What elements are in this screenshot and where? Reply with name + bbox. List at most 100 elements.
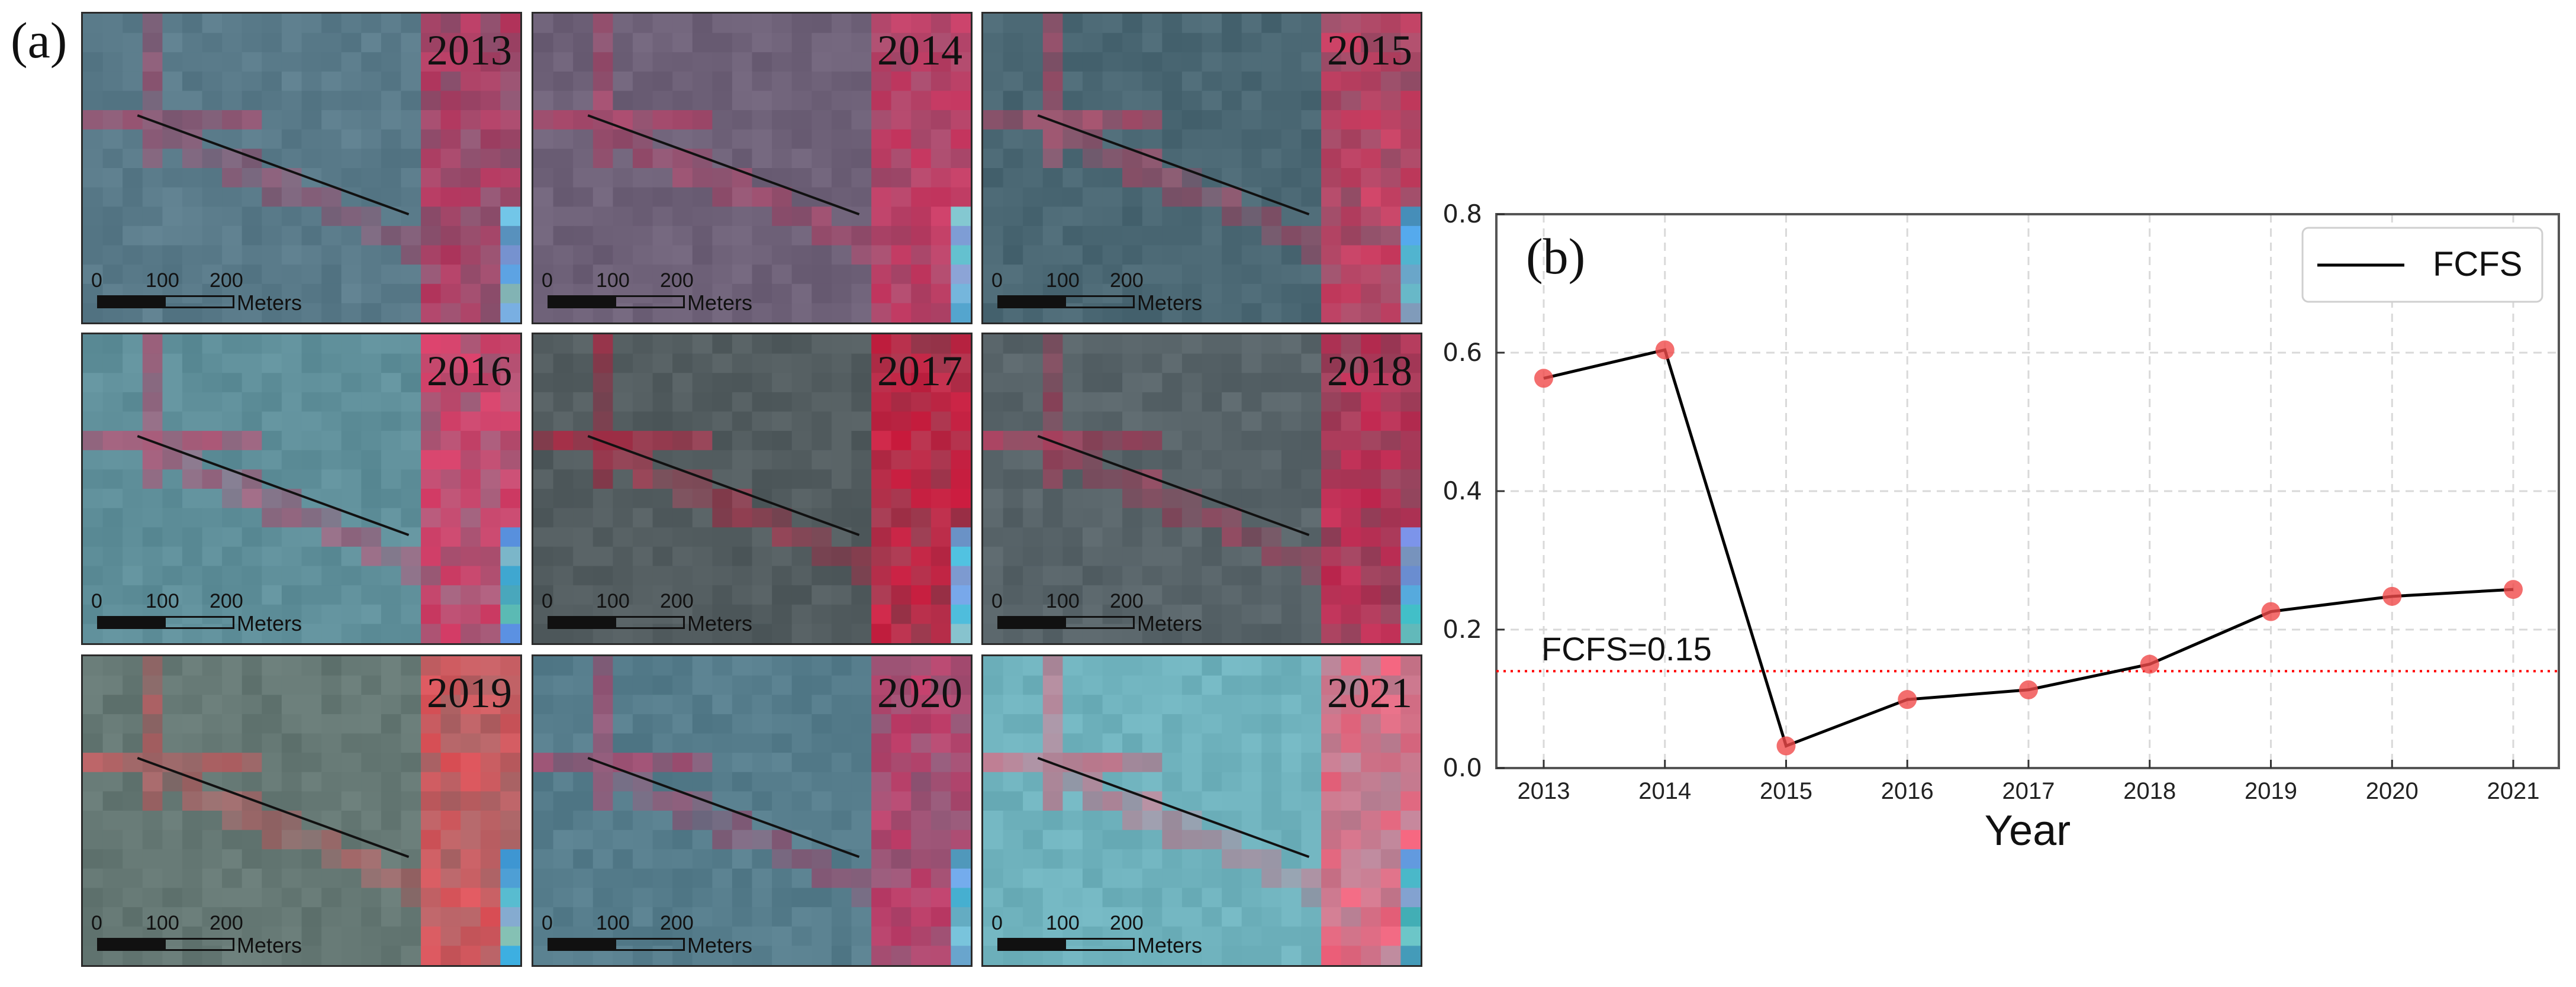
y-tick-label: 0.0 xyxy=(1442,753,1482,782)
scale-bar-graphic xyxy=(548,295,685,308)
scale-bar-graphic xyxy=(548,616,685,629)
false-color-satellite-image xyxy=(983,334,1421,643)
panel-year-label: 2019 xyxy=(427,669,512,717)
image-panel-2018: 2018 0 100 200 Meters xyxy=(981,333,1422,645)
x-tick-label: 2018 xyxy=(2123,778,2176,804)
legend-entry: FCFS xyxy=(2433,245,2522,283)
false-color-satellite-image xyxy=(533,14,971,322)
false-color-satellite-image xyxy=(533,656,971,965)
image-panel-2017: 2017 0 100 200 Meters xyxy=(532,333,973,645)
panel-year-label: 2014 xyxy=(877,27,962,74)
scale-bar-unit: Meters xyxy=(1137,933,1203,957)
panel-year-label: 2016 xyxy=(427,347,512,395)
scale-bar-graphic xyxy=(97,616,234,629)
scale-tick-200: 200 xyxy=(210,590,243,612)
x-tick-label: 2016 xyxy=(1881,778,1934,804)
panel-year-label: 2017 xyxy=(877,347,962,395)
y-tick-label: 0.8 xyxy=(1442,199,1482,228)
x-tick-label: 2014 xyxy=(1638,778,1691,804)
scale-tick-100: 100 xyxy=(1046,912,1080,934)
x-tick-label: 2013 xyxy=(1518,778,1570,804)
x-tick-label: 2020 xyxy=(2366,778,2419,804)
data-point xyxy=(2504,580,2523,599)
scale-bar: 0 100 200 Meters xyxy=(991,912,1202,959)
threshold-label: FCFS=0.15 xyxy=(1541,630,1712,667)
legend: FCFS xyxy=(2301,227,2543,303)
image-panel-2019: 2019 0 100 200 Meters xyxy=(81,654,522,967)
scale-bar: 0 100 200 Meters xyxy=(542,269,752,317)
scale-tick-100: 100 xyxy=(1046,269,1080,292)
scale-tick-100: 100 xyxy=(146,269,179,292)
data-point xyxy=(2019,680,2038,699)
scale-tick-0: 0 xyxy=(991,269,1003,292)
scale-tick-0: 0 xyxy=(91,912,102,934)
data-point xyxy=(2140,654,2159,674)
scale-bar: 0 100 200 Meters xyxy=(542,590,752,637)
scale-bar: 0 100 200 Meters xyxy=(991,269,1202,317)
scale-bar-graphic xyxy=(997,295,1135,308)
scale-tick-100: 100 xyxy=(1046,590,1080,612)
x-tick-label: 2021 xyxy=(2487,778,2540,804)
image-panel-2013: 2013 0 100 200 Meters xyxy=(81,12,522,324)
scale-tick-200: 200 xyxy=(210,269,243,292)
scale-tick-200: 200 xyxy=(660,269,694,292)
panel-year-label: 2020 xyxy=(877,669,962,717)
image-panel-2020: 2020 0 100 200 Meters xyxy=(532,654,973,967)
scale-tick-200: 200 xyxy=(660,590,694,612)
scale-bar: 0 100 200 Meters xyxy=(91,269,302,317)
panel-year-label: 2021 xyxy=(1327,669,1412,717)
scale-tick-200: 200 xyxy=(210,912,243,934)
scale-bar: 0 100 200 Meters xyxy=(542,912,752,959)
scale-tick-100: 100 xyxy=(146,590,179,612)
scale-tick-200: 200 xyxy=(1110,590,1144,612)
scale-tick-0: 0 xyxy=(542,269,553,292)
y-tick-label: 0.2 xyxy=(1442,615,1482,644)
false-color-satellite-image xyxy=(533,334,971,643)
panel-year-label: 2013 xyxy=(427,27,512,74)
scale-bar: 0 100 200 Meters xyxy=(91,590,302,637)
false-color-satellite-image xyxy=(83,334,520,643)
data-point xyxy=(2382,586,2402,606)
panel-b-label: (b) xyxy=(1526,228,1585,285)
y-tick-label: 0.6 xyxy=(1442,338,1482,367)
x-tick-label: 2015 xyxy=(1760,778,1812,804)
x-axis-label: Year xyxy=(1985,807,2071,854)
scale-bar-unit: Meters xyxy=(1137,291,1203,315)
image-panel-2016: 2016 0 100 200 Meters xyxy=(81,333,522,645)
image-panel-2015: 2015 0 100 200 Meters xyxy=(981,12,1422,324)
scale-tick-100: 100 xyxy=(596,590,630,612)
false-color-satellite-image xyxy=(983,14,1421,322)
scale-bar-graphic xyxy=(997,938,1135,951)
scale-tick-100: 100 xyxy=(596,912,630,934)
panel-year-label: 2015 xyxy=(1327,27,1412,74)
scale-tick-100: 100 xyxy=(146,912,179,934)
scale-tick-0: 0 xyxy=(542,912,553,934)
scale-bar-unit: Meters xyxy=(1137,611,1203,636)
scale-bar-unit: Meters xyxy=(237,933,302,957)
scale-tick-0: 0 xyxy=(91,590,102,612)
y-tick-label: 0.4 xyxy=(1442,476,1482,505)
scale-tick-200: 200 xyxy=(1110,912,1144,934)
scale-tick-200: 200 xyxy=(1110,269,1144,292)
data-point xyxy=(1776,736,1796,756)
scale-tick-200: 200 xyxy=(660,912,694,934)
scale-bar-unit: Meters xyxy=(237,291,302,315)
scale-bar: 0 100 200 Meters xyxy=(91,912,302,959)
scale-bar-unit: Meters xyxy=(687,611,753,636)
false-color-satellite-image xyxy=(83,656,520,965)
panel-year-label: 2018 xyxy=(1327,347,1412,395)
data-point xyxy=(2261,602,2281,621)
scale-tick-100: 100 xyxy=(596,269,630,292)
scale-bar: 0 100 200 Meters xyxy=(991,590,1202,637)
scale-bar-graphic xyxy=(548,938,685,951)
panel-a-label: (a) xyxy=(11,12,67,69)
scale-bar-unit: Meters xyxy=(237,611,302,636)
x-tick-label: 2017 xyxy=(2002,778,2055,804)
scale-tick-0: 0 xyxy=(542,590,553,612)
x-tick-label: 2019 xyxy=(2245,778,2297,804)
image-panel-2014: 2014 0 100 200 Meters xyxy=(532,12,973,324)
scale-tick-0: 0 xyxy=(91,269,102,292)
false-color-satellite-image xyxy=(83,14,520,322)
data-point xyxy=(1534,369,1553,388)
